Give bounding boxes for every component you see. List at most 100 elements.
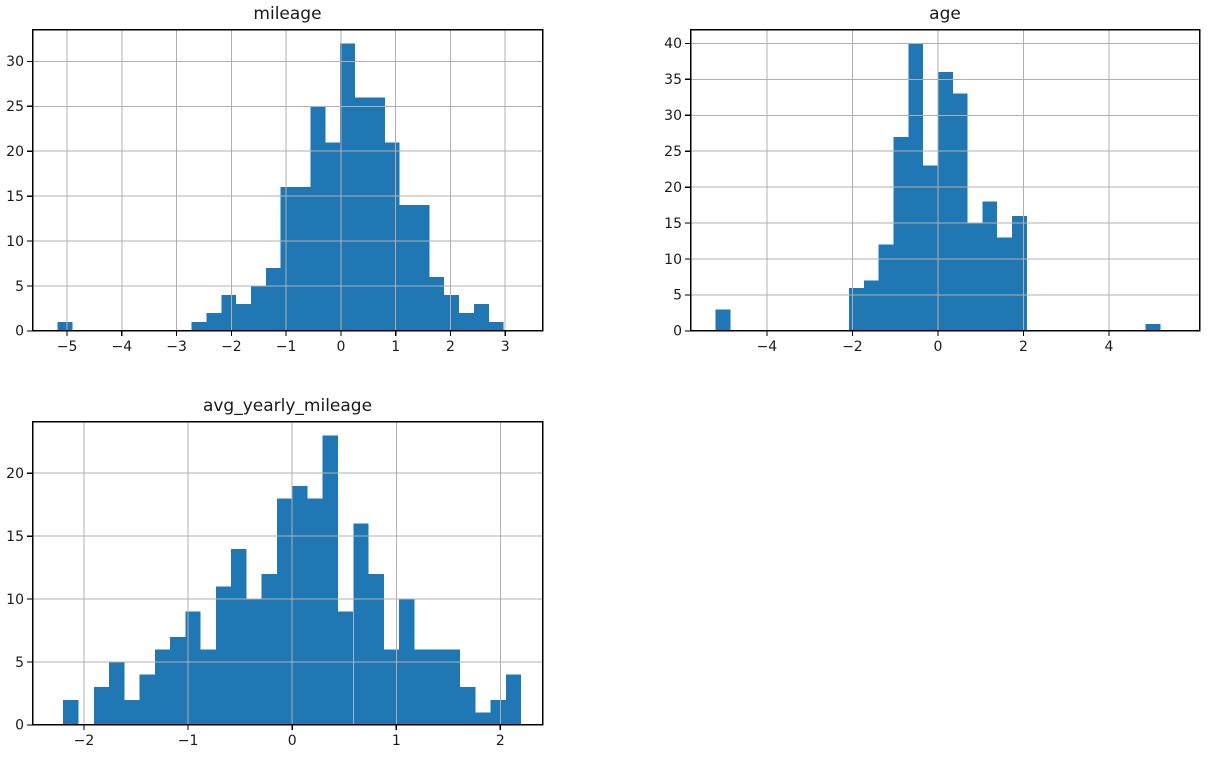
histogram-bar [1012,215,1027,331]
y-tick-label: 5 [15,279,24,295]
histogram-bar [475,712,491,725]
y-tick-label: 20 [6,466,24,482]
y-tick-label: 15 [664,216,682,232]
histogram-bar [170,636,186,725]
histogram-bar [337,611,354,725]
y-tick-label: 10 [664,252,682,268]
histogram-bar [429,277,445,331]
histogram-bar [982,201,998,331]
histogram-bar [473,304,489,331]
histogram-bar [923,165,938,331]
histogram-bar [997,237,1013,331]
histogram-bar [124,699,140,725]
y-tick-label: 20 [664,180,682,196]
y-tick-label: 30 [664,108,682,124]
histogram-bar [280,187,296,331]
y-tick-label: 0 [15,718,24,734]
y-tick-label: 30 [6,54,24,70]
histogram-bar [57,322,73,331]
x-tick-label: −1 [178,733,199,749]
histogram-bar [154,649,171,725]
chart-title-age: age [929,4,961,24]
chart-title-avg-yearly-mileage: avg_yearly_mileage [202,396,373,416]
histogram-bar [355,97,370,331]
x-tick-label: −2 [842,339,863,355]
y-tick-label: 25 [6,99,24,115]
x-tick-label: 2 [496,733,505,749]
ticks-layer [27,60,506,336]
y-tick-label: 0 [673,324,682,340]
histogram-bar [191,322,207,331]
y-tick-label: 15 [6,529,24,545]
histogram-bar [353,523,369,725]
histogram-bar [139,674,155,725]
histogram-bar [863,280,879,331]
bars-layer [57,43,504,331]
histogram-bar [265,268,281,331]
histogram-bar [383,649,400,725]
histogram-bar [444,295,460,331]
histogram-bar [459,313,474,331]
histogram-bar [384,142,400,331]
histogram-bar [261,573,277,725]
histogram-bar [221,295,237,331]
histogram-bar [63,699,79,725]
histogram-bar [937,72,953,331]
x-tick-label: 2 [1019,339,1028,355]
histogram-bar [206,313,222,331]
x-tick-label: 0 [933,339,942,355]
histogram-bar [322,435,338,725]
y-tick-label: 20 [6,144,24,160]
y-tick-label: 25 [664,144,682,160]
axes-spines [31,420,544,726]
histogram-bar [368,573,384,725]
x-tick-label: −4 [111,339,132,355]
histogram-bar [893,136,909,331]
y-tick-label: 10 [6,592,24,608]
histogram-bar [109,662,125,725]
histogram-bar [490,699,506,725]
x-tick-label: 0 [288,733,297,749]
y-tick-label: 5 [673,288,682,304]
chart-title-mileage: mileage [253,4,322,24]
histogram-bar [307,498,323,725]
histogram-bar [276,498,293,725]
y-tick-label: 35 [664,72,682,88]
x-tick-label: −1 [276,339,297,355]
histogram-bar [310,106,326,331]
histogram-bar [295,187,311,331]
histogram-bar [200,649,216,725]
subplot-mileage: mileage −5 −4 −3 −2 −1 0 1 2 3 0 5 10 15 20 25 30 [6,4,544,355]
x-tick-label: 1 [392,733,401,749]
x-tick-label: −2 [221,339,242,355]
x-tick-label: −3 [166,339,187,355]
histogram-bar [878,244,894,331]
histogram-bar [325,142,341,331]
histogram-bar [967,223,983,331]
histogram-bar [414,205,430,331]
histogram-bar [715,309,731,331]
y-tick-label: 40 [664,36,682,52]
x-tick-label: 1 [391,339,400,355]
histogram-bar [444,649,461,725]
histogram-bar [488,322,504,331]
histogram-bar [505,674,522,725]
ticks-layer [27,472,501,730]
x-tick-label: 3 [501,339,510,355]
histogram-bar [369,97,385,331]
x-tick-label: 2 [446,339,455,355]
histogram-bar [215,586,232,725]
histogram-bar [340,43,356,331]
y-tick-label: 5 [15,655,24,671]
x-tick-label: −4 [757,339,778,355]
histogram-bar [93,687,110,725]
histogram-bar [185,611,201,725]
histogram-bar [236,304,251,331]
